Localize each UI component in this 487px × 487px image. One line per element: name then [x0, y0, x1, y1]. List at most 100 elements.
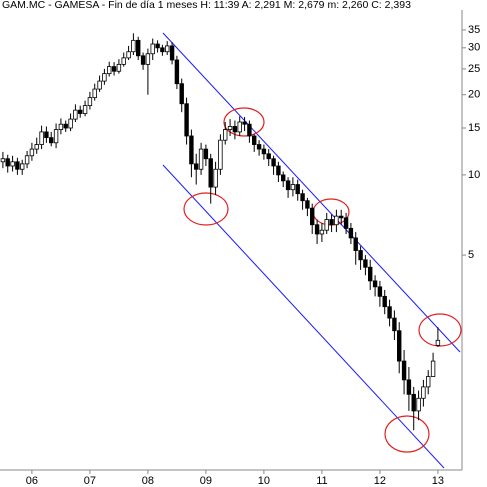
candle-body: [334, 215, 339, 226]
candle-body: [107, 66, 112, 75]
candle-body: [24, 155, 30, 165]
candle-body: [44, 131, 49, 139]
candle-body: [387, 306, 392, 319]
candle-body: [53, 129, 59, 144]
candle-body: [102, 73, 107, 82]
candle-body: [145, 53, 151, 65]
candle-body: [194, 163, 199, 170]
candle-body: [131, 39, 136, 53]
y-tick-label: 15: [468, 122, 480, 134]
highlight-ellipse: [418, 313, 462, 347]
candle-body: [68, 118, 73, 129]
candle-body: [184, 103, 189, 137]
highlight-ellipse: [223, 107, 265, 137]
candle-body: [58, 123, 64, 130]
candle-body: [397, 330, 402, 362]
x-tick-label: 12: [374, 475, 386, 487]
candle-body: [295, 184, 300, 195]
candle-body: [319, 229, 325, 235]
candle-body: [377, 286, 383, 297]
candle-body: [78, 109, 83, 114]
candle-body: [165, 45, 170, 53]
candle-body: [421, 386, 426, 399]
candle-body: [116, 63, 122, 72]
candle-body: [368, 266, 373, 282]
chart-title: GAM.MC - GAMESA - Fin de día 1 meses H: …: [2, 0, 411, 11]
candle-body: [426, 376, 431, 388]
candle-body: [329, 219, 334, 226]
candle-body: [372, 280, 378, 288]
candle-body: [203, 148, 209, 160]
candle-body: [300, 193, 305, 202]
candle-body: [435, 339, 441, 346]
candle-body: [179, 83, 184, 105]
candle-body: [160, 47, 165, 53]
y-tick-label: 10: [468, 169, 480, 181]
y-tick-label: 35: [468, 24, 480, 36]
y-tick-label: 20: [468, 89, 480, 101]
candle-body: [39, 131, 44, 145]
candle-body: [97, 80, 102, 90]
candle-body: [73, 109, 78, 120]
candle-body: [150, 43, 155, 55]
upper-channel-line: [162, 32, 461, 353]
candle-body: [290, 184, 296, 191]
candle-body: [213, 168, 218, 188]
x-tick-label: 10: [258, 475, 270, 487]
candle-body: [310, 207, 315, 226]
candle-body: [136, 39, 141, 57]
candle-body: [208, 158, 213, 188]
highlight-ellipse: [384, 415, 430, 453]
candle-body: [358, 250, 363, 261]
candle-body: [15, 161, 20, 170]
y-tick-label: 30: [468, 42, 480, 54]
candle-body: [34, 144, 39, 150]
candle-body: [174, 59, 180, 85]
candle-body: [382, 295, 387, 308]
candle-body: [401, 360, 407, 381]
candle-body: [392, 317, 397, 332]
candle-body: [227, 126, 233, 130]
candle-body: [49, 137, 54, 144]
candle-body: [339, 215, 344, 219]
candle-body: [411, 393, 416, 412]
candle-body: [237, 121, 242, 133]
candle-body: [87, 97, 93, 107]
candle-body: [82, 105, 88, 114]
candle-body: [29, 148, 35, 157]
candle-body: [353, 237, 358, 251]
candle-body: [348, 227, 354, 239]
candle-body: [121, 57, 126, 65]
x-tick-label: 09: [200, 475, 212, 487]
lower-channel-line: [162, 164, 445, 469]
candle-body: [406, 379, 412, 395]
candle-body: [314, 224, 320, 235]
candle-body: [266, 153, 271, 160]
candle-body: [5, 158, 10, 167]
candle-body: [276, 165, 281, 176]
y-tick-label: 25: [468, 63, 480, 75]
x-tick-label: 11: [316, 475, 327, 487]
x-tick-label: 08: [142, 475, 154, 487]
y-tick-label: 5: [468, 249, 474, 261]
candle-body: [218, 139, 223, 170]
candle-body: [10, 161, 15, 167]
candle-body: [155, 43, 160, 49]
candle-body: [252, 135, 257, 145]
candle-body: [247, 123, 252, 137]
candle-body: [416, 397, 421, 412]
candle-body: [363, 259, 368, 268]
candle-body: [198, 148, 204, 170]
candle-body: [281, 174, 286, 182]
candle-body: [256, 144, 262, 150]
x-tick-label: 13: [432, 475, 444, 487]
candle-body: [430, 360, 436, 377]
x-tick-label: 06: [26, 475, 38, 487]
candle-body: [343, 217, 349, 229]
candle-body: [169, 45, 175, 61]
candle-body: [324, 219, 329, 231]
x-tick-label: 07: [84, 475, 96, 487]
candle-body: [261, 148, 267, 155]
candle-body: [285, 180, 291, 191]
